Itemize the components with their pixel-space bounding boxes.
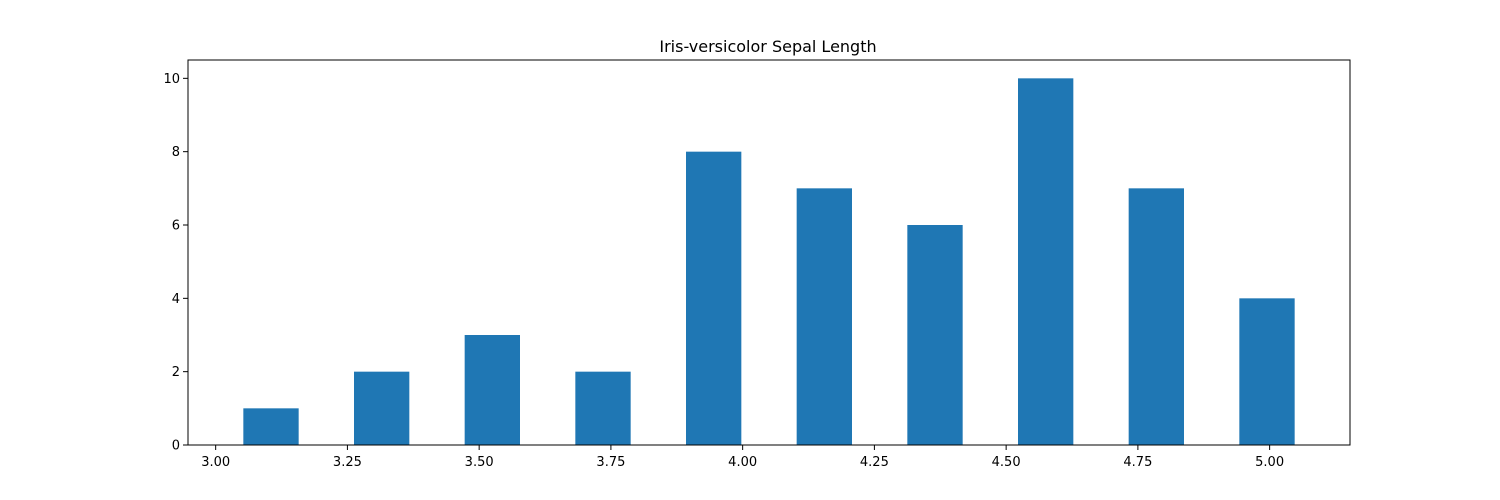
chart-title: Iris-versicolor Sepal Length	[659, 37, 876, 56]
bar	[243, 408, 299, 445]
bar	[1239, 298, 1295, 445]
bar	[1128, 188, 1184, 446]
x-tick-label: 4.25	[860, 455, 889, 470]
bar	[464, 335, 520, 445]
x-tick-label: 3.50	[465, 455, 494, 470]
y-tick-label: 4	[172, 292, 180, 307]
y-tick-label: 6	[172, 219, 180, 234]
y-tick-label: 2	[172, 365, 180, 380]
bar	[1018, 78, 1074, 445]
bar	[354, 371, 410, 445]
y-tick-label: 10	[163, 72, 180, 87]
bar	[575, 371, 631, 445]
x-axis: 3.00 3.25 3.50 3.75 4.00 4.25 4.50 4.75 5.00	[201, 445, 1284, 470]
bar	[686, 151, 742, 445]
x-tick-label: 4.50	[992, 455, 1021, 470]
bar	[796, 188, 852, 446]
bar	[907, 225, 963, 445]
y-axis: 0 2 4 6 8 10	[163, 72, 188, 454]
y-tick-label: 8	[172, 145, 180, 160]
plot-frame	[187, 59, 1351, 446]
x-tick-label: 4.75	[1123, 455, 1152, 470]
x-tick-label: 5.00	[1255, 455, 1284, 470]
x-tick-label: 4.00	[728, 455, 757, 470]
x-tick-label: 3.25	[333, 455, 362, 470]
bars-group	[243, 78, 1295, 446]
x-tick-label: 3.75	[596, 455, 625, 470]
y-tick-label: 0	[172, 439, 180, 454]
x-tick-label: 3.00	[201, 455, 230, 470]
